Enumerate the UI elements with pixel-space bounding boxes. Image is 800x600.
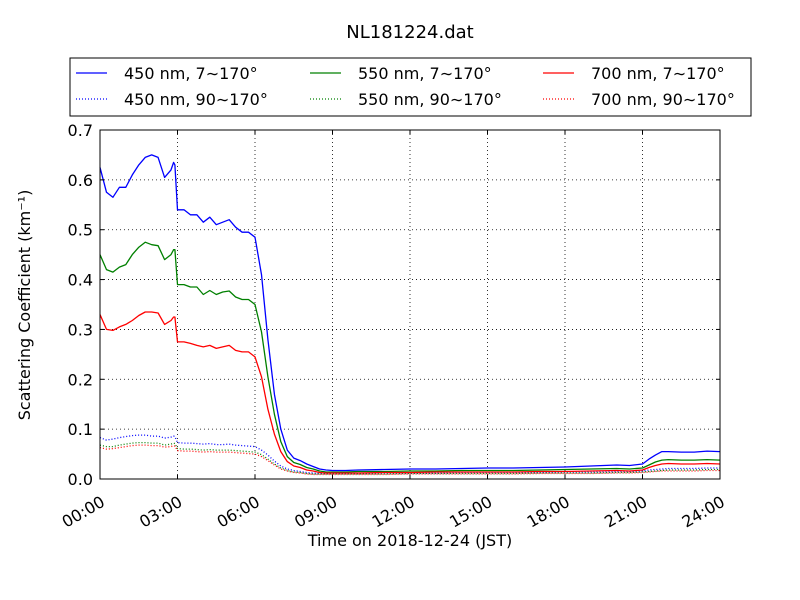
x-tick-label: 18:00 (524, 492, 573, 532)
x-tick-label: 00:00 (59, 492, 108, 532)
x-tick-label: 12:00 (369, 492, 418, 532)
legend-label: 700 nm, 7∼170° (591, 64, 725, 83)
series-line-4 (99, 441, 720, 475)
x-tick-label: 03:00 (136, 492, 185, 532)
x-axis-label: Time on 2018-12-24 (JST) (307, 531, 512, 550)
grid (100, 130, 720, 479)
plot-background (100, 130, 720, 479)
series-line-2 (99, 311, 721, 474)
y-tick-label: 0.5 (68, 221, 93, 240)
series-line-1 (99, 241, 721, 473)
series-lines (99, 154, 721, 476)
x-tick-label: 15:00 (446, 492, 495, 532)
legend-label: 450 nm, 90∼170° (124, 90, 268, 109)
legend: 450 nm, 7∼170° 450 nm, 90∼170° 550 nm, 7∼1… (69, 57, 752, 117)
x-tick-label: 09:00 (291, 492, 340, 532)
y-tick-label: 0.1 (68, 420, 93, 439)
legend-label: 450 nm, 7∼170° (124, 64, 258, 83)
y-tick-label: 0.0 (68, 470, 93, 489)
series-line-0 (99, 154, 721, 472)
y-axis-label: Scattering Coefficient (km⁻¹) (15, 190, 34, 421)
x-tick-label: 06:00 (214, 492, 263, 532)
y-tick-label: 0.4 (68, 271, 93, 290)
chart-title: NL181224.dat (346, 22, 473, 43)
y-tick-label: 0.6 (68, 171, 93, 190)
series-line-5 (99, 444, 720, 476)
legend-label: 700 nm, 90∼170° (591, 90, 735, 109)
y-tick-label: 0.3 (68, 320, 93, 339)
legend-label: 550 nm, 7∼170° (358, 64, 492, 83)
x-tick-label: 21:00 (601, 492, 650, 532)
plot-area: 00:00 03:00 06:00 09:00 12:00 15:00 18:00 21:00… (59, 121, 728, 532)
x-tick-label: 24:00 (679, 492, 728, 532)
legend-box (69, 57, 752, 117)
legend-label: 550 nm, 90∼170° (358, 90, 502, 109)
y-tick-label: 0.7 (68, 121, 93, 140)
y-tick-label: 0.2 (68, 370, 93, 389)
